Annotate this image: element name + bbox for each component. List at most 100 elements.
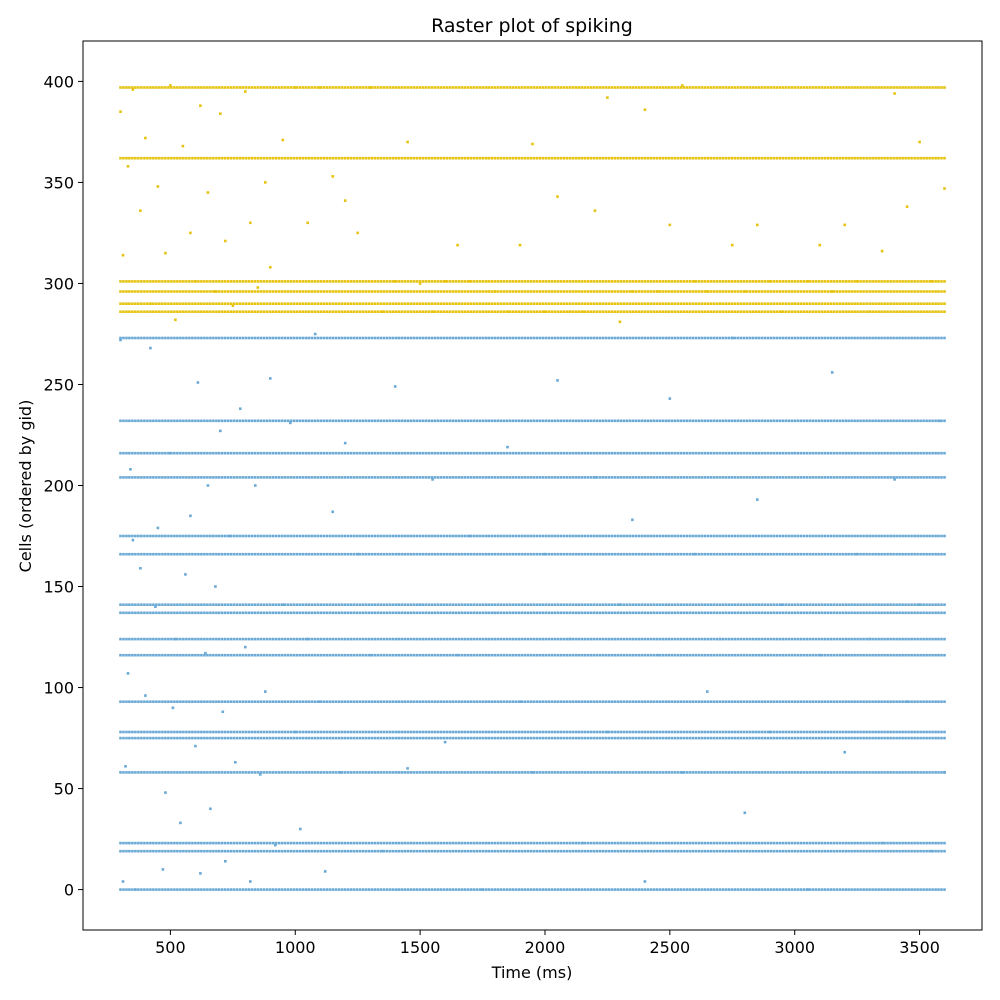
- spike-mark: [754, 611, 758, 615]
- spike-mark: [865, 849, 868, 853]
- spike-mark: [754, 336, 758, 340]
- spike-mark: [502, 611, 506, 615]
- spike-mark: [125, 888, 128, 891]
- spike-mark: [592, 336, 596, 340]
- spike-mark: [257, 611, 260, 615]
- spike-mark: [916, 736, 919, 740]
- spike-mark: [547, 534, 551, 538]
- spike-mark: [463, 336, 467, 340]
- spike-mark: [535, 419, 539, 423]
- spike-mark: [478, 451, 482, 455]
- spike-mark: [940, 653, 943, 657]
- spike-mark: [457, 552, 461, 556]
- spike-mark: [442, 730, 446, 734]
- spike-mark: [319, 730, 323, 734]
- spike-mark: [472, 700, 476, 703]
- spike-mark: [565, 730, 569, 734]
- spike-mark: [188, 603, 191, 606]
- spike-mark: [850, 611, 853, 615]
- spike-mark: [787, 451, 790, 455]
- spike-mark: [346, 849, 350, 853]
- spike-mark: [290, 336, 293, 340]
- spike-mark: [745, 771, 749, 774]
- spike-mark: [248, 451, 251, 455]
- spike-mark: [730, 451, 734, 455]
- spike-mark: [448, 336, 452, 340]
- spike-mark: [140, 736, 143, 740]
- spike-mark: [278, 451, 281, 455]
- spike-mark: [850, 888, 853, 891]
- spike-mark: [215, 700, 218, 703]
- spike-mark: [520, 603, 524, 606]
- spike-mark: [658, 730, 662, 734]
- spike-mark: [272, 603, 275, 606]
- spike-mark: [772, 637, 775, 641]
- spike-mark: [676, 849, 680, 853]
- spike-mark: [658, 771, 662, 774]
- spike-mark: [796, 700, 799, 703]
- spike-mark: [445, 419, 449, 423]
- spike-mark: [907, 736, 910, 740]
- spike-mark: [364, 841, 368, 845]
- spike-mark: [263, 552, 266, 556]
- spike-mark: [619, 700, 623, 703]
- spike-mark: [697, 476, 701, 479]
- spike-mark: [571, 336, 575, 340]
- spike-mark: [418, 653, 422, 657]
- spike-mark: [619, 419, 623, 423]
- spike-mark: [508, 451, 512, 455]
- spike-mark: [628, 336, 632, 340]
- spike-mark: [355, 310, 359, 313]
- spike-mark: [427, 552, 431, 556]
- spike-mark: [574, 841, 578, 845]
- spike-mark: [715, 888, 719, 891]
- spike-mark: [922, 336, 925, 340]
- spike-mark: [212, 476, 215, 479]
- spike-mark: [811, 476, 814, 479]
- spike-mark: [871, 849, 874, 853]
- spike-mark: [679, 888, 683, 891]
- spike-mark: [913, 534, 916, 538]
- spike-mark: [427, 736, 431, 740]
- spike-mark: [209, 841, 212, 845]
- spike-mark: [469, 736, 473, 740]
- spike-mark: [496, 611, 500, 615]
- spike-mark: [550, 476, 554, 479]
- spike-mark: [601, 700, 605, 703]
- spike-mark: [206, 637, 209, 641]
- spike-mark: [598, 451, 602, 455]
- spike-mark: [790, 730, 793, 734]
- spike-mark: [802, 653, 805, 657]
- spike-mark: [772, 476, 775, 479]
- spike-mark: [272, 771, 275, 774]
- spike-mark: [574, 552, 578, 556]
- spike-mark: [484, 603, 488, 606]
- spike-mark: [826, 611, 829, 615]
- spike-mark: [376, 552, 380, 556]
- spike-mark: [727, 451, 731, 455]
- spike-mark: [131, 419, 134, 423]
- spike-mark: [433, 730, 437, 734]
- spike-mark: [406, 310, 410, 313]
- spike-mark: [236, 700, 239, 703]
- spike-mark: [281, 700, 284, 703]
- spike-mark: [829, 888, 832, 891]
- spike-mark: [484, 841, 488, 845]
- spike-mark: [529, 611, 533, 615]
- spike-mark: [703, 534, 707, 538]
- spike-mark: [496, 310, 500, 313]
- spike-mark: [323, 870, 327, 873]
- spike-mark: [164, 611, 167, 615]
- spike-mark: [430, 451, 434, 455]
- spike-mark: [625, 700, 629, 703]
- spike-mark: [892, 841, 895, 845]
- spike-mark: [841, 841, 844, 845]
- spike-mark: [907, 888, 910, 891]
- spike-mark: [331, 730, 335, 734]
- spike-mark: [260, 419, 263, 423]
- spike-mark: [307, 849, 311, 853]
- spike-mark: [718, 451, 722, 455]
- spike-mark: [649, 849, 653, 853]
- spike-mark: [224, 451, 227, 455]
- spike-mark: [325, 603, 329, 606]
